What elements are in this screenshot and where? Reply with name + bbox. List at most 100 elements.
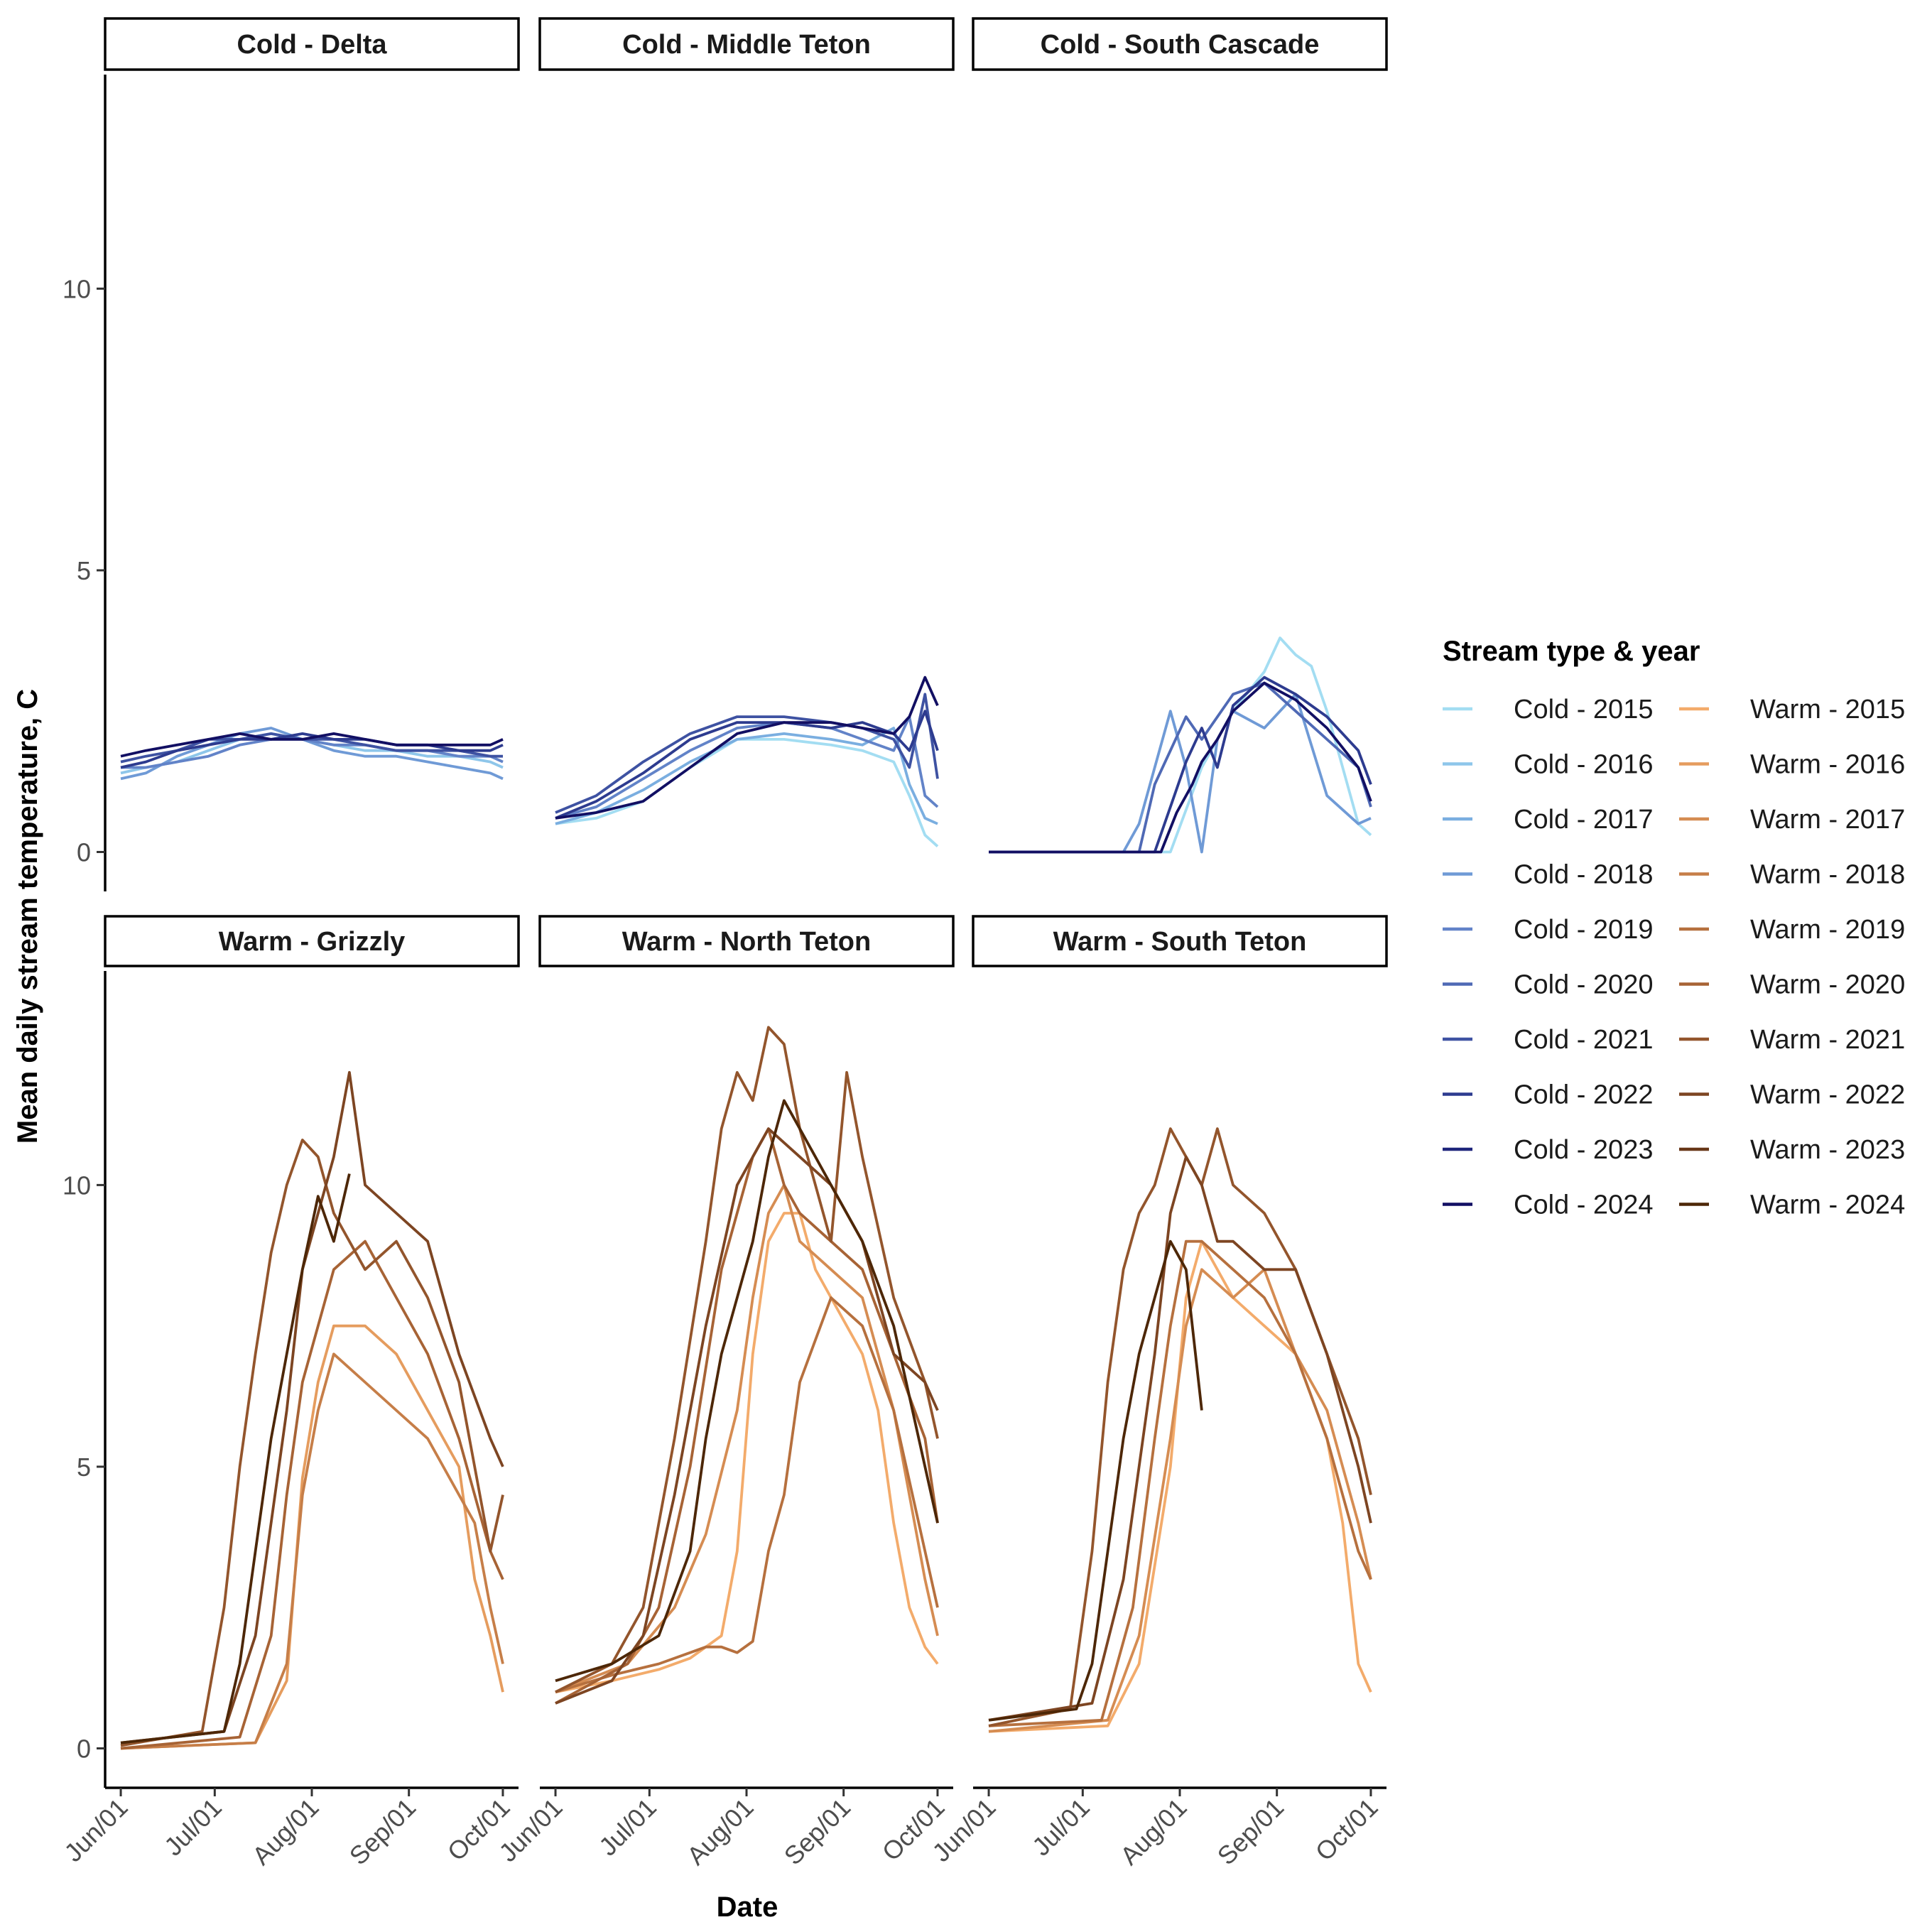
legend-item: Warm - 2017 — [1679, 805, 1905, 835]
legend-item: Cold - 2015 — [1443, 695, 1653, 724]
series-line — [989, 681, 1372, 854]
legend-label: Cold - 2021 — [1514, 1025, 1653, 1055]
legend-label: Cold - 2018 — [1514, 860, 1653, 890]
legend-item: Cold - 2019 — [1443, 915, 1653, 945]
legend-label: Cold - 2022 — [1514, 1080, 1653, 1110]
legend-label: Cold - 2017 — [1514, 805, 1653, 835]
legend-label: Warm - 2019 — [1750, 915, 1905, 945]
series-line — [120, 732, 504, 758]
series-line — [120, 1173, 351, 1744]
series-line — [555, 727, 938, 825]
x-tick-label: Aug/01 — [1114, 1793, 1193, 1871]
series-line — [988, 1127, 1372, 1727]
legend-label: Warm - 2016 — [1750, 750, 1905, 780]
series-line — [988, 1155, 1372, 1722]
series-line — [120, 1139, 504, 1747]
legend-label: Warm - 2021 — [1750, 1025, 1905, 1055]
series-line — [989, 636, 1372, 854]
x-tick-label: Jun/01 — [58, 1793, 133, 1867]
series-line — [555, 1127, 939, 1705]
panel-title: Warm - North Teton — [622, 927, 871, 957]
series-line — [120, 1070, 504, 1744]
panel-title: Cold - Middle Teton — [622, 30, 871, 60]
legend-item: Warm - 2021 — [1679, 1025, 1905, 1055]
x-tick-label: Oct/01 — [1310, 1793, 1384, 1867]
series-line — [555, 710, 939, 820]
legend-item: Cold - 2022 — [1443, 1080, 1653, 1110]
panel-title: Warm - South Teton — [1053, 927, 1307, 957]
series-line — [120, 1352, 504, 1750]
series-line — [555, 675, 939, 820]
legend-label: Warm - 2022 — [1750, 1080, 1905, 1110]
y-tick-label: 5 — [77, 1453, 91, 1482]
legend-label: Warm - 2015 — [1750, 695, 1905, 724]
y-tick-label: 10 — [63, 1171, 91, 1200]
panel-title: Cold - South Cascade — [1041, 30, 1320, 60]
series-line — [988, 1239, 1372, 1727]
y-tick-label: 10 — [63, 274, 91, 303]
series-line — [120, 1239, 504, 1750]
series-line — [989, 681, 1372, 854]
legend: Stream type & year Cold - 2015 Cold - 201… — [1443, 636, 1905, 1220]
y-tick-label: 0 — [77, 837, 91, 867]
series-line — [989, 693, 1372, 854]
x-tick-label: Jul/01 — [1026, 1793, 1095, 1862]
legend-title: Stream type & year — [1443, 636, 1700, 667]
series-line — [555, 693, 939, 814]
x-tick-label: Sep/01 — [778, 1793, 857, 1871]
panel-strip — [104, 915, 520, 967]
legend-label: Cold - 2019 — [1514, 915, 1653, 945]
legend-item: Warm - 2023 — [1679, 1135, 1905, 1165]
legend-item: Cold - 2023 — [1443, 1135, 1653, 1165]
legend-item: Warm - 2020 — [1679, 970, 1905, 1000]
series-line — [120, 727, 504, 781]
y-tick-label: 5 — [77, 556, 91, 585]
y-tick-label: 0 — [77, 1734, 91, 1763]
x-tick-label: Aug/01 — [246, 1793, 325, 1871]
series-line — [121, 738, 504, 769]
legend-item: Cold - 2018 — [1443, 860, 1653, 890]
x-tick-label: Aug/01 — [681, 1793, 759, 1871]
series-line — [989, 675, 1372, 854]
panels-layer: Cold - Delta 0 5 10 Cold - Middle Teton Cold … — [58, 17, 1388, 1871]
panel-strip — [538, 17, 955, 71]
panel-title: Cold - Delta — [237, 30, 387, 60]
legend-label: Cold - 2015 — [1514, 695, 1653, 724]
panel-title: Warm - Grizzly — [219, 927, 406, 957]
panel-strip — [972, 17, 1388, 71]
panel-strip — [972, 915, 1388, 967]
x-axis-title: Date — [717, 1892, 778, 1923]
legend-label: Cold - 2020 — [1514, 970, 1653, 1000]
x-tick-label: Sep/01 — [344, 1793, 422, 1871]
series-line — [555, 1296, 939, 1694]
series-line — [555, 1183, 939, 1693]
x-tick-label: Sep/01 — [1212, 1793, 1290, 1871]
panel-strip — [538, 915, 955, 967]
legend-item: Warm - 2015 — [1679, 695, 1905, 724]
legend-item: Cold - 2020 — [1443, 970, 1653, 1000]
series-line — [555, 1099, 939, 1683]
legend-label: Cold - 2016 — [1514, 750, 1653, 780]
legend-item: Cold - 2016 — [1443, 750, 1653, 780]
legend-item: Warm - 2024 — [1679, 1190, 1905, 1220]
series-line — [988, 1239, 1372, 1733]
series-line — [555, 1212, 939, 1694]
panel: Cold - South Cascade — [972, 17, 1388, 854]
legend-label: Warm - 2024 — [1750, 1190, 1905, 1220]
panel: Cold - Delta 0 5 10 — [63, 17, 520, 891]
panel-strip — [104, 17, 520, 71]
legend-label: Cold - 2024 — [1514, 1190, 1653, 1220]
legend-item: Warm - 2019 — [1679, 915, 1905, 945]
panel: Cold - Middle Teton — [538, 17, 955, 848]
series-line — [988, 1268, 1372, 1733]
legend-item: Cold - 2021 — [1443, 1025, 1653, 1055]
legend-label: Warm - 2017 — [1750, 805, 1905, 835]
legend-item: Warm - 2022 — [1679, 1080, 1905, 1110]
legend-item: Warm - 2018 — [1679, 860, 1905, 890]
legend-item: Cold - 2017 — [1443, 805, 1653, 835]
legend-label: Warm - 2018 — [1750, 860, 1905, 890]
legend-label: Cold - 2023 — [1514, 1135, 1653, 1165]
